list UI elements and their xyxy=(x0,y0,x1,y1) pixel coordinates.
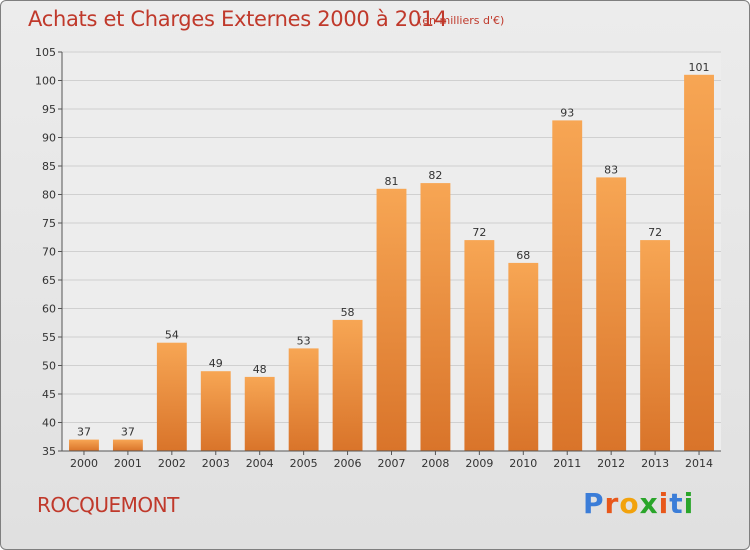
y-tick-label: 105 xyxy=(35,46,56,59)
y-tick-label: 60 xyxy=(42,303,56,316)
bar xyxy=(332,319,363,451)
bar xyxy=(244,376,275,451)
logo-letter: o xyxy=(619,487,640,520)
y-tick-label: 40 xyxy=(42,417,56,430)
y-tick-label: 85 xyxy=(42,160,56,173)
data-label: 72 xyxy=(472,226,486,239)
y-tick-label: 70 xyxy=(42,246,56,259)
x-tick-label: 2000 xyxy=(70,457,98,470)
y-tick-label: 95 xyxy=(42,103,56,116)
x-tick-label: 2011 xyxy=(553,457,581,470)
x-tick-label: 2004 xyxy=(246,457,274,470)
data-label: 82 xyxy=(428,169,442,182)
bar xyxy=(69,439,99,451)
logo-letter: i xyxy=(658,487,670,520)
x-tick-label: 2007 xyxy=(378,457,406,470)
data-label: 83 xyxy=(604,163,618,176)
bar xyxy=(288,348,319,451)
x-tick-label: 2013 xyxy=(641,457,669,470)
bar xyxy=(640,240,671,451)
x-tick-label: 2009 xyxy=(465,457,493,470)
bar xyxy=(552,120,583,452)
bar xyxy=(376,188,407,452)
data-label: 53 xyxy=(297,334,311,347)
x-tick-label: 2001 xyxy=(114,457,142,470)
data-label: 68 xyxy=(516,249,530,262)
commune-name: ROCQUEMONT xyxy=(37,493,179,517)
x-tick-label: 2003 xyxy=(202,457,230,470)
y-tick-label: 90 xyxy=(42,132,56,145)
bar xyxy=(420,183,451,451)
data-label: 49 xyxy=(209,357,223,370)
x-tick-label: 2012 xyxy=(597,457,625,470)
proxiti-logo: Proxiti xyxy=(583,487,694,520)
logo-letter: x xyxy=(639,487,659,520)
data-label: 54 xyxy=(165,329,179,342)
bar xyxy=(508,262,539,451)
y-tick-label: 80 xyxy=(42,189,56,202)
data-label: 48 xyxy=(253,363,267,376)
data-label: 93 xyxy=(560,106,574,119)
data-label: 37 xyxy=(121,426,135,439)
chart-title: Achats et Charges Externes 2000 à 2014 xyxy=(28,7,448,31)
data-label: 37 xyxy=(77,426,91,439)
data-label: 72 xyxy=(648,226,662,239)
bar xyxy=(464,240,495,451)
y-tick-label: 45 xyxy=(42,388,56,401)
y-tick-label: 55 xyxy=(42,331,56,344)
bar xyxy=(156,342,187,451)
y-tick-label: 100 xyxy=(35,75,56,88)
x-tick-label: 2005 xyxy=(290,457,318,470)
y-tick-label: 50 xyxy=(42,360,56,373)
x-tick-label: 2008 xyxy=(421,457,449,470)
data-label: 58 xyxy=(341,306,355,319)
bar xyxy=(596,177,627,451)
logo-letter: i xyxy=(683,487,695,520)
logo-letter: P xyxy=(583,487,605,520)
x-tick-label: 2006 xyxy=(334,457,362,470)
bar xyxy=(684,74,714,452)
data-label: 101 xyxy=(689,61,710,74)
x-tick-label: 2014 xyxy=(685,457,713,470)
chart-unit: (en milliers d'€) xyxy=(418,14,505,27)
bar xyxy=(112,439,143,451)
y-tick-label: 65 xyxy=(42,274,56,287)
y-tick-label: 75 xyxy=(42,217,56,230)
data-label: 81 xyxy=(385,175,399,188)
y-tick-label: 35 xyxy=(42,445,56,458)
x-tick-label: 2010 xyxy=(509,457,537,470)
logo-letter: t xyxy=(669,487,684,520)
x-tick-label: 2002 xyxy=(158,457,186,470)
logo-letter: r xyxy=(604,487,620,520)
bar xyxy=(200,371,231,451)
